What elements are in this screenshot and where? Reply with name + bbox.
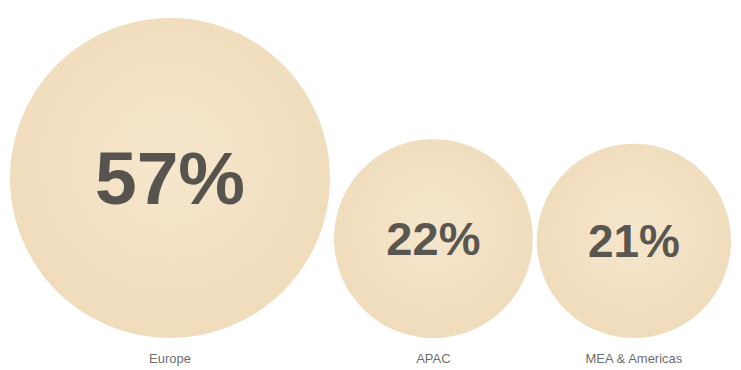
svg-text:22%: 22% (386, 212, 480, 265)
svg-text:Europe: Europe (149, 351, 191, 366)
svg-text:APAC: APAC (416, 351, 450, 366)
svg-text:57%: 57% (95, 136, 245, 220)
svg-text:21%: 21% (588, 215, 680, 267)
svg-text:MEA & Americas: MEA & Americas (586, 351, 683, 366)
